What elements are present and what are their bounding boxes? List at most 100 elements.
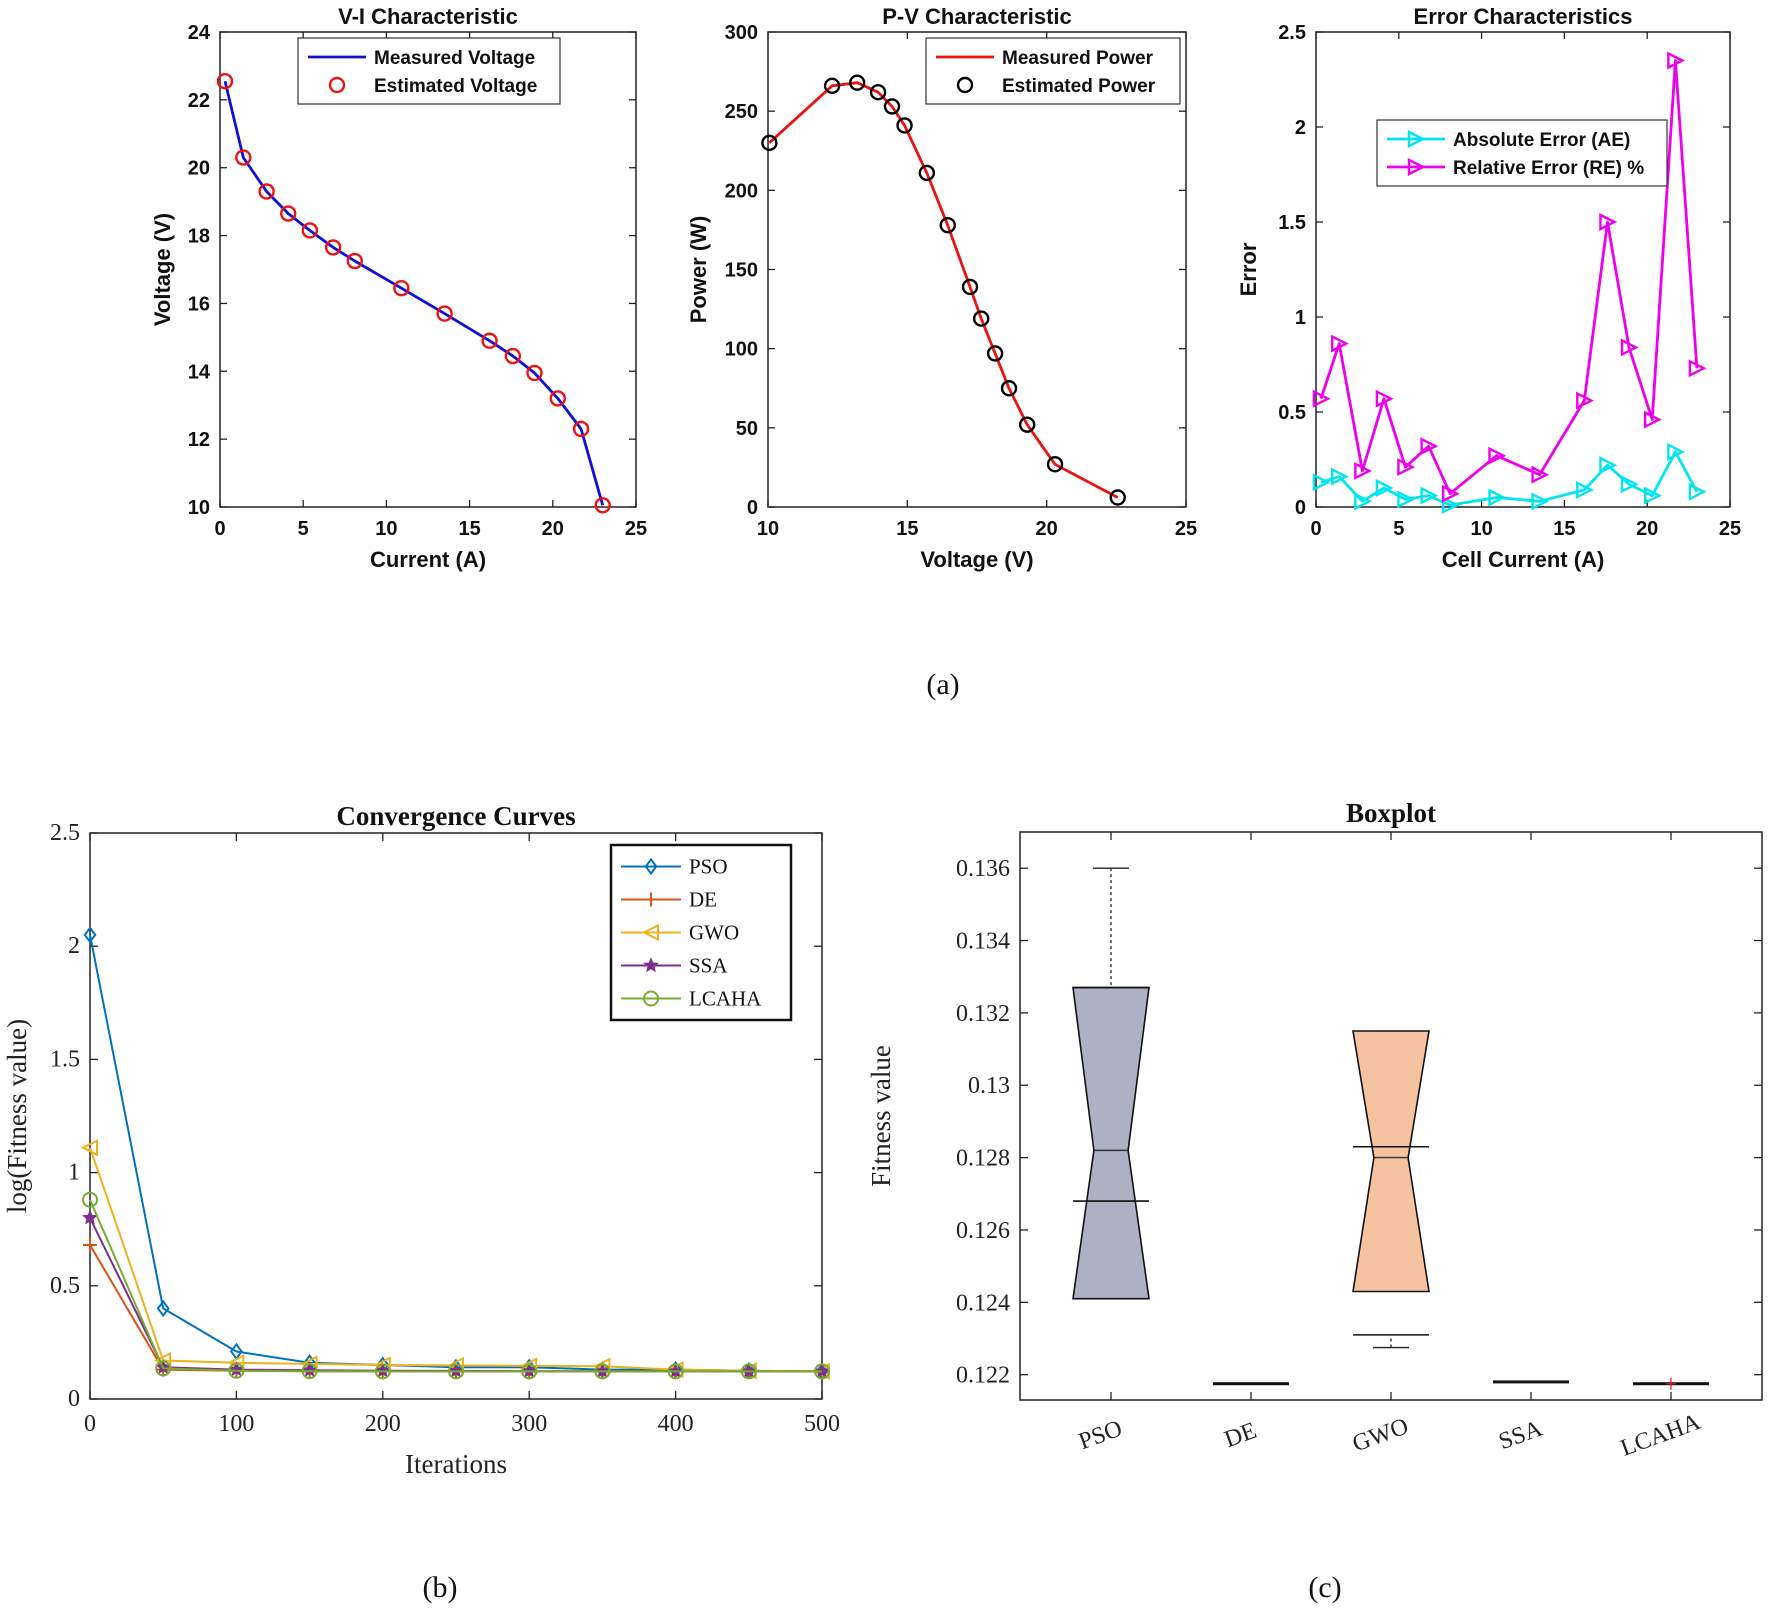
x-tick-label: LCAHA xyxy=(1617,1409,1704,1462)
data-point xyxy=(961,278,979,296)
legend-label: Estimated Power xyxy=(1002,76,1156,97)
y-axis-label: log(Fitness value) xyxy=(2,1019,32,1213)
data-point xyxy=(667,1363,684,1380)
y-axis-label: Fitness value xyxy=(866,1045,896,1187)
chart-title: Boxplot xyxy=(1346,798,1436,828)
data-point xyxy=(594,1363,611,1380)
y-axis-label: Error xyxy=(1236,242,1261,296)
y-tick-label: 0.13 xyxy=(968,1073,1010,1099)
legend-label: Relative Error (RE) % xyxy=(1453,158,1644,179)
data-point xyxy=(374,1363,391,1380)
series-line-measured-voltage xyxy=(223,80,605,506)
data-point xyxy=(1375,479,1394,497)
y-tick-label: 10 xyxy=(188,497,210,519)
y-tick-label: 0 xyxy=(68,1386,80,1412)
data-point xyxy=(83,926,97,944)
panel-label-a: (a) xyxy=(926,668,959,701)
y-tick-label: 300 xyxy=(725,22,758,44)
data-point xyxy=(848,74,866,91)
data-point xyxy=(823,77,841,95)
data-point xyxy=(549,390,566,407)
legend-label: Measured Voltage xyxy=(374,48,535,69)
x-tick-label: 0 xyxy=(214,518,225,540)
data-point xyxy=(504,347,522,365)
x-axis-label: Cell Current (A) xyxy=(1442,547,1605,572)
box-lcaha xyxy=(1633,1377,1709,1390)
x-tick-label: 15 xyxy=(1553,518,1575,540)
data-point xyxy=(1599,456,1618,475)
box-gwo xyxy=(1352,1030,1430,1349)
y-tick-label: 18 xyxy=(188,226,210,248)
x-axis-label: Iterations xyxy=(405,1449,507,1479)
y-tick-label: 0.128 xyxy=(956,1146,1010,1172)
x-tick-label: 10 xyxy=(375,518,397,540)
x-tick-label: 5 xyxy=(298,518,309,540)
y-tick-label: 150 xyxy=(725,260,758,282)
legend-box xyxy=(1376,119,1668,187)
data-point xyxy=(1109,489,1126,506)
x-tick-label: 10 xyxy=(757,518,779,540)
y-axis-label: Power (W) xyxy=(686,216,711,324)
legend-label: PSO xyxy=(689,855,728,879)
data-point xyxy=(972,310,990,327)
data-point xyxy=(393,279,410,297)
legend-box xyxy=(925,37,1181,105)
legend-marker xyxy=(956,76,974,94)
data-point xyxy=(918,164,936,182)
data-point xyxy=(228,1362,245,1379)
x-tick-label: DE xyxy=(1221,1418,1260,1453)
y-tick-label: 0.134 xyxy=(956,929,1010,955)
data-point xyxy=(1643,486,1662,505)
x-axis-label: Current (A) xyxy=(370,547,486,572)
y-tick-label: 0.5 xyxy=(50,1273,80,1299)
data-point xyxy=(156,1299,170,1318)
y-tick-label: 20 xyxy=(188,158,210,180)
x-tick-label: 0 xyxy=(1310,518,1321,540)
series-line-relative-error-re- xyxy=(1319,59,1699,496)
vi-characteristic-chart: 0 5 10 15 20 25 10 12 14 16 18 20 22 24 V-I Characteri… xyxy=(150,4,647,572)
data-point xyxy=(1643,410,1662,429)
data-point xyxy=(1046,456,1064,473)
data-point xyxy=(1488,446,1507,465)
x-tick-label: 500 xyxy=(804,1411,840,1437)
legend-label: Estimated Voltage xyxy=(374,76,537,97)
data-point xyxy=(1620,475,1639,494)
boxplot-chart: 0.122 0.124 0.126 0.128 0.13 0.132 0.134 0.136 B… xyxy=(866,798,1763,1462)
data-point xyxy=(1330,334,1349,353)
data-point xyxy=(814,1363,830,1380)
data-point xyxy=(1576,480,1594,499)
y-tick-label: 100 xyxy=(725,339,758,361)
x-tick-label: PSO xyxy=(1075,1416,1125,1455)
plot-frame xyxy=(1315,31,1731,508)
data-point xyxy=(216,72,234,90)
data-point xyxy=(1420,437,1439,456)
data-point xyxy=(83,1238,97,1253)
legend-marker xyxy=(1407,158,1426,176)
data-point xyxy=(448,1363,464,1380)
panel-label-b: (b) xyxy=(423,1571,458,1604)
legend-marker xyxy=(328,76,346,94)
legend-marker xyxy=(643,990,659,1007)
y-tick-label: 0 xyxy=(747,497,758,519)
data-point xyxy=(1397,490,1416,509)
data-point xyxy=(1441,496,1460,515)
plot-frame xyxy=(767,31,1187,508)
data-point xyxy=(1599,213,1618,231)
legend-label: GWO xyxy=(689,921,739,945)
data-point xyxy=(436,305,453,322)
data-point xyxy=(572,420,590,438)
y-tick-label: 0.136 xyxy=(956,856,1010,882)
x-tick-label: 10 xyxy=(1470,518,1492,540)
y-tick-label: 12 xyxy=(188,429,210,451)
data-point xyxy=(324,239,342,256)
y-tick-label: 14 xyxy=(188,361,211,383)
y-tick-label: 250 xyxy=(725,101,758,123)
data-point xyxy=(869,83,887,101)
data-point xyxy=(594,497,611,514)
x-tick-label: 15 xyxy=(896,518,918,540)
y-tick-label: 200 xyxy=(725,180,758,202)
y-tick-label: 0.124 xyxy=(956,1290,1010,1316)
data-point xyxy=(1620,338,1639,357)
series-line-lcaha xyxy=(89,1199,822,1373)
data-point xyxy=(883,98,901,115)
